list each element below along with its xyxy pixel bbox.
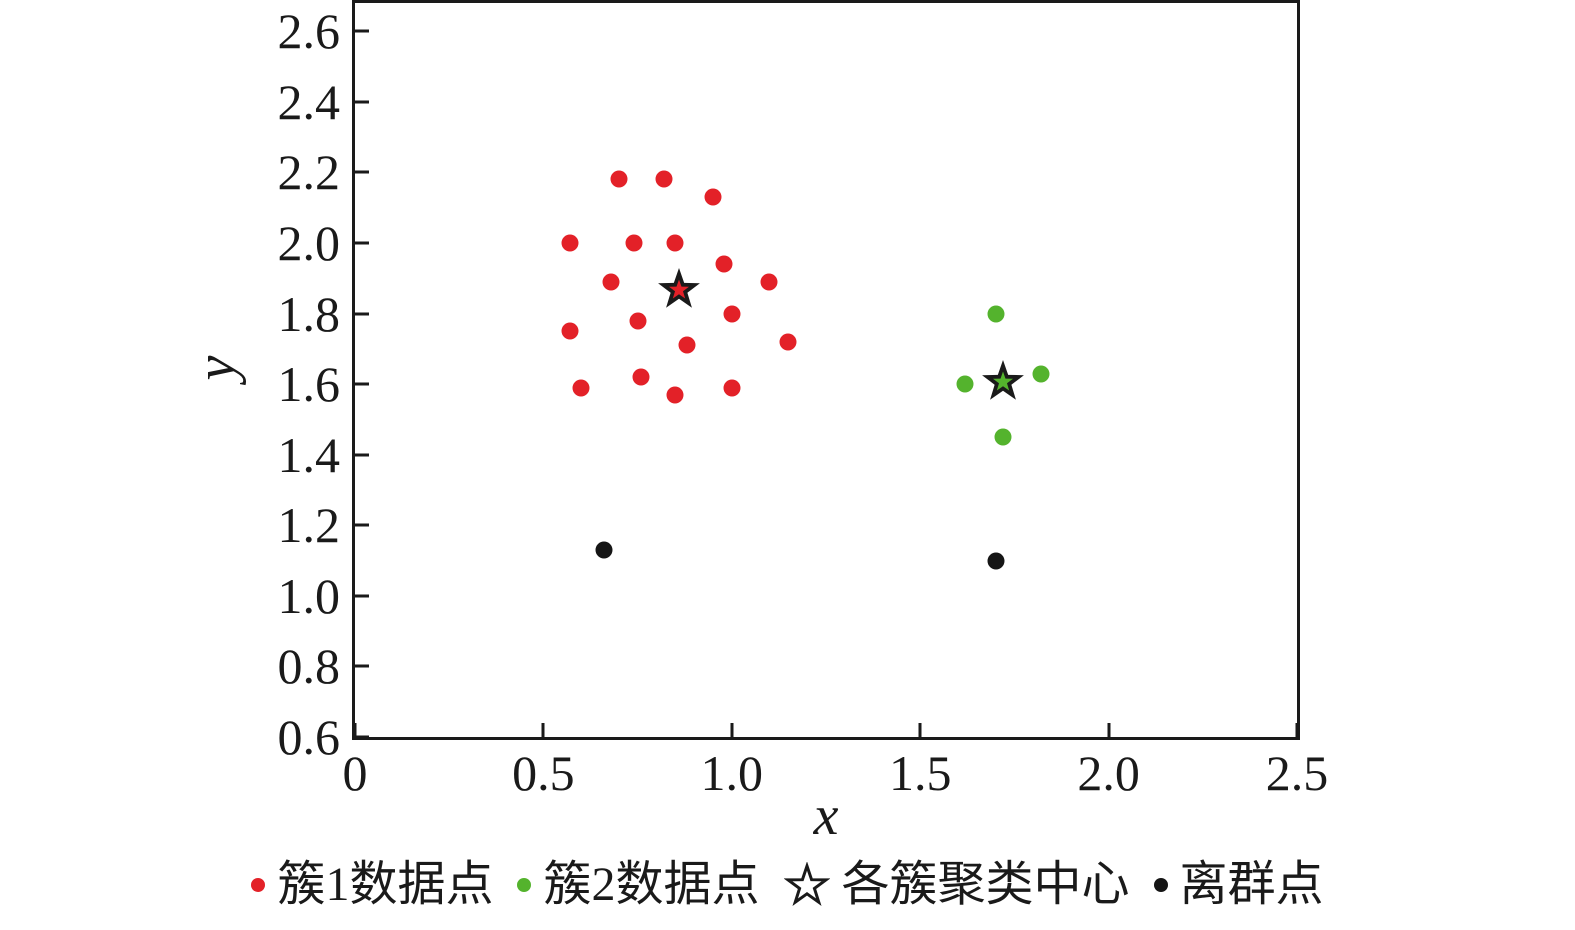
x-tick-label: 0: [342, 745, 368, 801]
axis-ticks-layer: [353, 3, 1299, 739]
data-point: [561, 234, 579, 252]
y-axis-label: y: [185, 355, 247, 381]
legend-label: 簇1数据点: [277, 858, 494, 911]
y-tick-label: 1.4: [277, 426, 341, 483]
legend-item: 离群点: [1153, 857, 1324, 913]
data-point: [956, 375, 974, 393]
cluster-center-star-icon: [982, 359, 1025, 400]
legend-dot-icon: [1153, 878, 1168, 892]
cluster-center-star-icon: [658, 267, 700, 308]
plot-area: [352, 0, 1300, 740]
data-point: [625, 234, 643, 252]
data-point: [704, 188, 722, 206]
data-point: [723, 379, 741, 397]
y-tick-mark: [355, 664, 369, 668]
legend-star-outline-icon: [783, 862, 830, 907]
data-point: [666, 234, 684, 252]
data-point: [655, 170, 673, 188]
y-tick-label: 1.6: [277, 356, 341, 413]
y-tick-label: 1.0: [277, 567, 341, 624]
data-point: [602, 273, 620, 291]
y-tick-mark: [355, 312, 369, 316]
x-tick-label: 2.0: [1077, 745, 1140, 801]
legend-item: 簇2数据点: [517, 857, 760, 913]
x-tick-mark: [918, 723, 922, 737]
x-tick-mark: [541, 723, 545, 737]
x-axis-label: x: [813, 785, 839, 847]
y-tick-mark: [355, 241, 369, 245]
y-tick-mark: [355, 382, 369, 386]
data-point: [678, 336, 696, 354]
y-tick-label: 0.6: [277, 709, 341, 765]
data-point: [666, 386, 684, 404]
legend-label: 簇2数据点: [543, 858, 760, 911]
data-point: [723, 305, 741, 323]
y-tick-mark: [355, 735, 369, 739]
data-point: [994, 428, 1012, 446]
x-tick-mark: [1107, 723, 1111, 737]
data-point: [632, 368, 650, 386]
data-point: [572, 379, 590, 397]
data-point: [1032, 365, 1050, 383]
x-tick-mark: [353, 723, 357, 737]
x-tick-mark: [1295, 723, 1299, 737]
legend-item: 簇1数据点: [251, 857, 493, 913]
x-tick-mark: [730, 723, 734, 737]
y-tick-mark: [355, 523, 369, 527]
data-point: [595, 541, 613, 559]
y-tick-label: 2.4: [277, 73, 341, 130]
y-tick-label: 2.2: [277, 144, 341, 201]
x-tick-label: 1.0: [700, 745, 764, 801]
y-tick-label: 0.8: [277, 638, 341, 695]
y-tick-label: 2.6: [277, 3, 341, 60]
x-tick-label: 2.5: [1265, 745, 1329, 801]
data-point: [779, 333, 797, 351]
legend-item: 各簇聚类中心: [783, 857, 1130, 913]
data-point: [610, 170, 628, 188]
data-point: [629, 312, 647, 330]
y-tick-mark: [355, 453, 369, 457]
x-tick-label: 0.5: [512, 745, 575, 801]
y-tick-label: 1.8: [277, 285, 341, 342]
legend-label: 离群点: [1179, 858, 1324, 911]
y-tick-mark: [355, 170, 369, 174]
data-points-layer: [355, 3, 1297, 737]
legend-label: 各簇聚类中心: [841, 858, 1130, 911]
legend-dot-icon: [517, 878, 532, 892]
y-tick-mark: [355, 29, 369, 33]
y-tick-mark: [355, 594, 369, 598]
y-tick-label: 2.0: [277, 214, 341, 271]
data-point: [987, 305, 1005, 323]
y-tick-mark: [355, 100, 369, 104]
data-point: [561, 322, 579, 340]
data-point: [987, 552, 1005, 570]
data-point: [715, 255, 733, 273]
data-point: [760, 273, 778, 291]
legend: 簇1数据点 簇2数据点 各簇聚类中心 离群点: [0, 852, 1575, 918]
legend-dot-icon: [251, 878, 266, 892]
x-tick-label: 1.5: [888, 745, 952, 801]
y-tick-label: 1.2: [277, 497, 341, 554]
